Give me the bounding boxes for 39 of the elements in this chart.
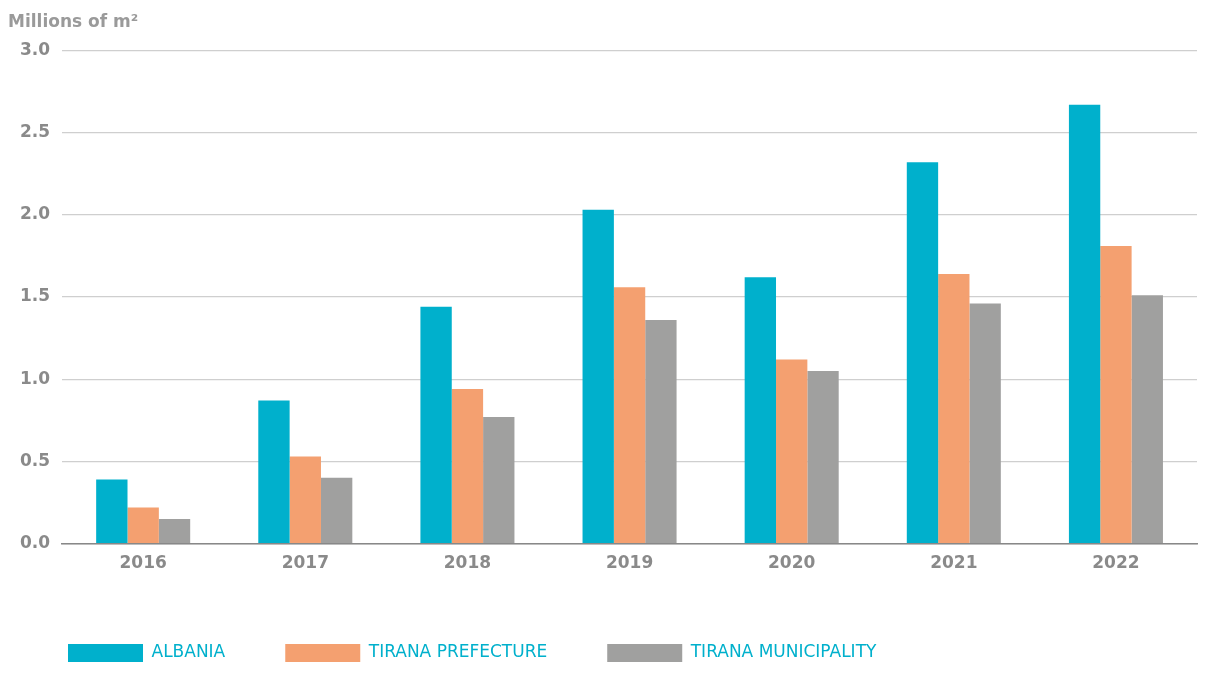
bar [744,277,777,543]
bar [420,306,452,543]
y-tick-label: 2.5 [19,121,51,142]
bar [645,320,677,543]
bar [969,303,1001,543]
x-tick-label: 2016 [119,552,167,573]
legend-label: TIRANA PREFECTURE [367,641,548,662]
x-tick-label: 2019 [605,552,654,573]
bar [582,209,614,543]
bar [258,400,290,543]
y-tick-label: 1.5 [19,285,51,306]
bar [1131,295,1163,543]
legend-label: ALBANIA [151,641,226,662]
bar [451,389,484,543]
y-tick-label: 1.0 [19,367,51,388]
bar [483,417,515,543]
bar [776,359,808,543]
bar [1100,246,1132,543]
bar [320,477,353,543]
bar [938,273,970,543]
y-tick-label: 0.5 [19,449,51,470]
x-tick-label: 2020 [768,552,816,573]
legend-label: TIRANA MUNICIPALITY [689,641,878,662]
bar [127,507,159,543]
x-tick-label: 2018 [443,552,492,573]
y-tick-label: 3.0 [19,38,51,59]
y-tick-label: 0.0 [19,532,51,553]
x-tick-label: 2022 [1092,552,1140,573]
bar [906,162,939,543]
bar [807,370,839,543]
x-tick-label: 2017 [281,552,329,573]
bar [96,479,128,543]
x-tick-label: 2021 [930,552,978,573]
y-axis-title: Millions of m² [8,10,139,31]
bar [289,456,321,543]
bar [613,287,646,543]
bar [1068,104,1101,543]
bar [158,518,191,543]
y-tick-label: 2.0 [19,203,51,224]
